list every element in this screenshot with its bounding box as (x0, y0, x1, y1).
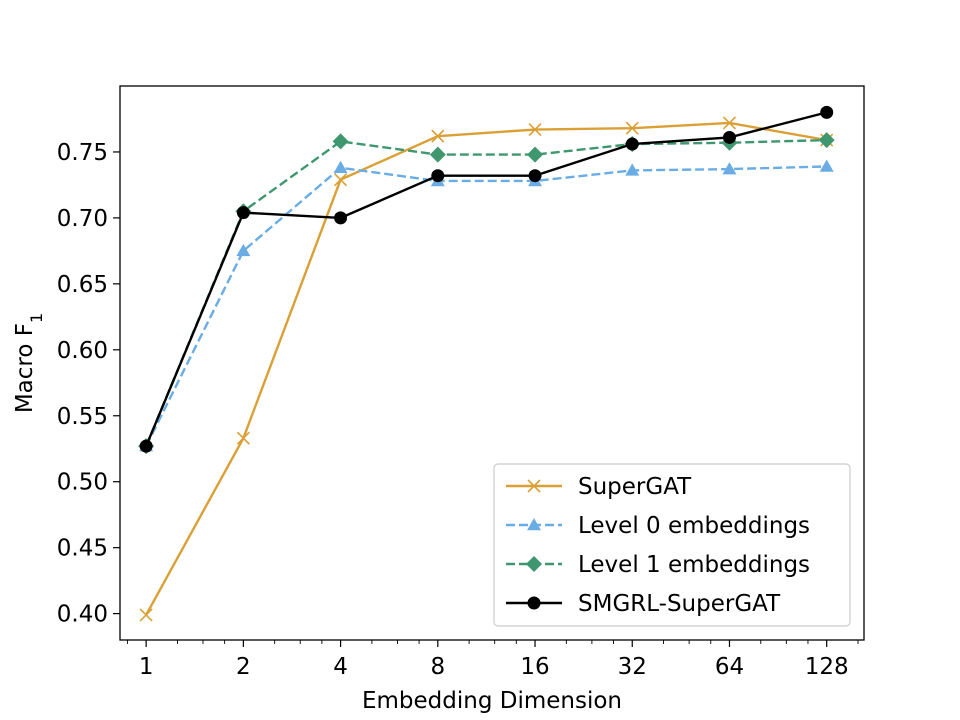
data-point (236, 431, 250, 445)
data-point (528, 169, 542, 183)
data-point (236, 243, 251, 257)
data-point (722, 162, 737, 175)
data-point (429, 146, 446, 163)
x-axis-label: Embedding Dimension (362, 688, 622, 714)
series-3 (139, 105, 834, 453)
data-point (332, 133, 349, 150)
y-tick-label: 0.45 (57, 536, 108, 562)
legend-label: SMGRL-SuperGAT (578, 591, 781, 617)
legend: SuperGAT Level 0 embeddings Level 1 embedd… (493, 463, 851, 627)
y-tick-label: 0.65 (57, 272, 108, 298)
data-point (722, 130, 736, 144)
x-tick-label: 128 (805, 654, 849, 680)
legend-marker (527, 479, 541, 493)
y-tick-label: 0.60 (57, 338, 108, 364)
x-tick-label: 1 (139, 654, 154, 680)
series-2 (138, 132, 835, 455)
data-point (625, 121, 639, 135)
x-tick-label: 32 (618, 654, 647, 680)
legend-label: Level 0 embeddings (578, 513, 810, 539)
marker-stroke (334, 173, 348, 187)
y-axis: 0.40 0.45 0.50 0.55 0.60 0.65 0.70 0.75 (57, 140, 120, 628)
x-tick-label: 2 (236, 654, 251, 680)
data-point (431, 129, 445, 143)
series-1 (139, 159, 834, 452)
legend-label: SuperGAT (578, 474, 692, 500)
series-line (145, 121, 827, 616)
marker-stroke (625, 121, 639, 135)
axes-frame (119, 85, 865, 641)
data-point (722, 116, 737, 130)
marker-stroke (139, 608, 153, 622)
x-axis: 1 2 4 8 16 32 64 128 (126, 640, 859, 680)
series-line (145, 165, 827, 447)
y-tick-label: 0.50 (57, 470, 108, 496)
y-axis-label-text: Macro F (12, 323, 38, 413)
y-tick-label: 0.55 (57, 404, 108, 430)
y-tick-label: 0.70 (57, 206, 108, 232)
data-point (236, 206, 250, 220)
data-point (333, 160, 348, 174)
marker-stroke (528, 122, 542, 137)
marker-stroke (527, 479, 541, 493)
marker-stroke (431, 129, 445, 143)
data-point (527, 146, 544, 163)
legend-label: Level 1 embeddings (578, 552, 810, 578)
marker-stroke (236, 431, 250, 445)
marker-stroke (722, 116, 737, 130)
data-point (334, 211, 348, 225)
series-layer (138, 105, 835, 622)
legend-box (493, 463, 851, 627)
x-tick-label: 64 (715, 654, 744, 680)
x-tick-label: 4 (333, 654, 348, 680)
x-tick-label: 16 (520, 654, 549, 680)
data-point (139, 439, 153, 453)
data-point (528, 122, 542, 137)
data-point (820, 105, 834, 119)
series-0 (139, 116, 834, 622)
legend-marker (527, 596, 541, 610)
legend-marker (526, 556, 542, 572)
data-point (818, 132, 835, 149)
data-point (431, 169, 445, 183)
x-tick-label: 8 (430, 654, 445, 680)
data-point (625, 163, 640, 176)
data-point (334, 173, 348, 187)
y-axis-label-subscript: 1 (27, 313, 46, 323)
data-point (625, 137, 639, 151)
data-point (819, 159, 834, 172)
series-line (145, 111, 827, 447)
y-axis-label: Macro F1 (12, 313, 46, 413)
data-point (139, 608, 153, 622)
y-tick-label: 0.75 (57, 140, 108, 166)
legend-marker (527, 518, 541, 531)
series-line (145, 138, 827, 447)
y-tick-label: 0.40 (57, 602, 108, 628)
